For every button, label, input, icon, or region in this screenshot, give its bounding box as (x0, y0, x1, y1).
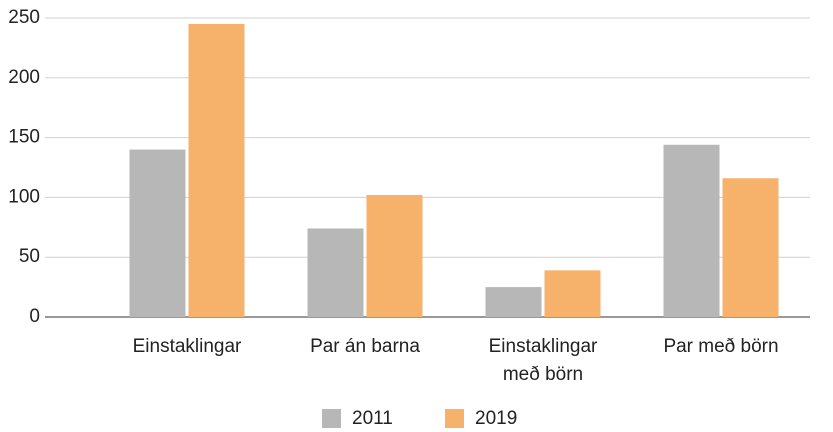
x-tick-label: Einstaklingar (133, 336, 242, 357)
y-tick-label: 0 (29, 306, 40, 327)
bar (188, 23, 245, 317)
legend-label: 2011 (352, 408, 393, 429)
y-tick-label: 200 (8, 67, 40, 88)
legend-swatch (445, 409, 464, 428)
y-tick-label: 50 (19, 246, 40, 267)
bar (485, 287, 542, 317)
bar (366, 195, 423, 317)
bar (129, 149, 186, 317)
y-tick-label: 100 (8, 186, 40, 207)
bar (663, 144, 720, 317)
legend-label: 2019 (475, 408, 517, 429)
bar (544, 270, 601, 317)
x-tick-label: Par með börn (663, 336, 778, 357)
legend-swatch (322, 409, 341, 428)
x-tick-label: Par án barna (310, 336, 420, 357)
y-tick-label: 150 (8, 127, 40, 148)
bar (307, 228, 364, 317)
y-tick-label: 250 (8, 7, 40, 28)
bar (722, 178, 779, 317)
x-tick-label: Einstaklingar með börn (489, 336, 598, 385)
